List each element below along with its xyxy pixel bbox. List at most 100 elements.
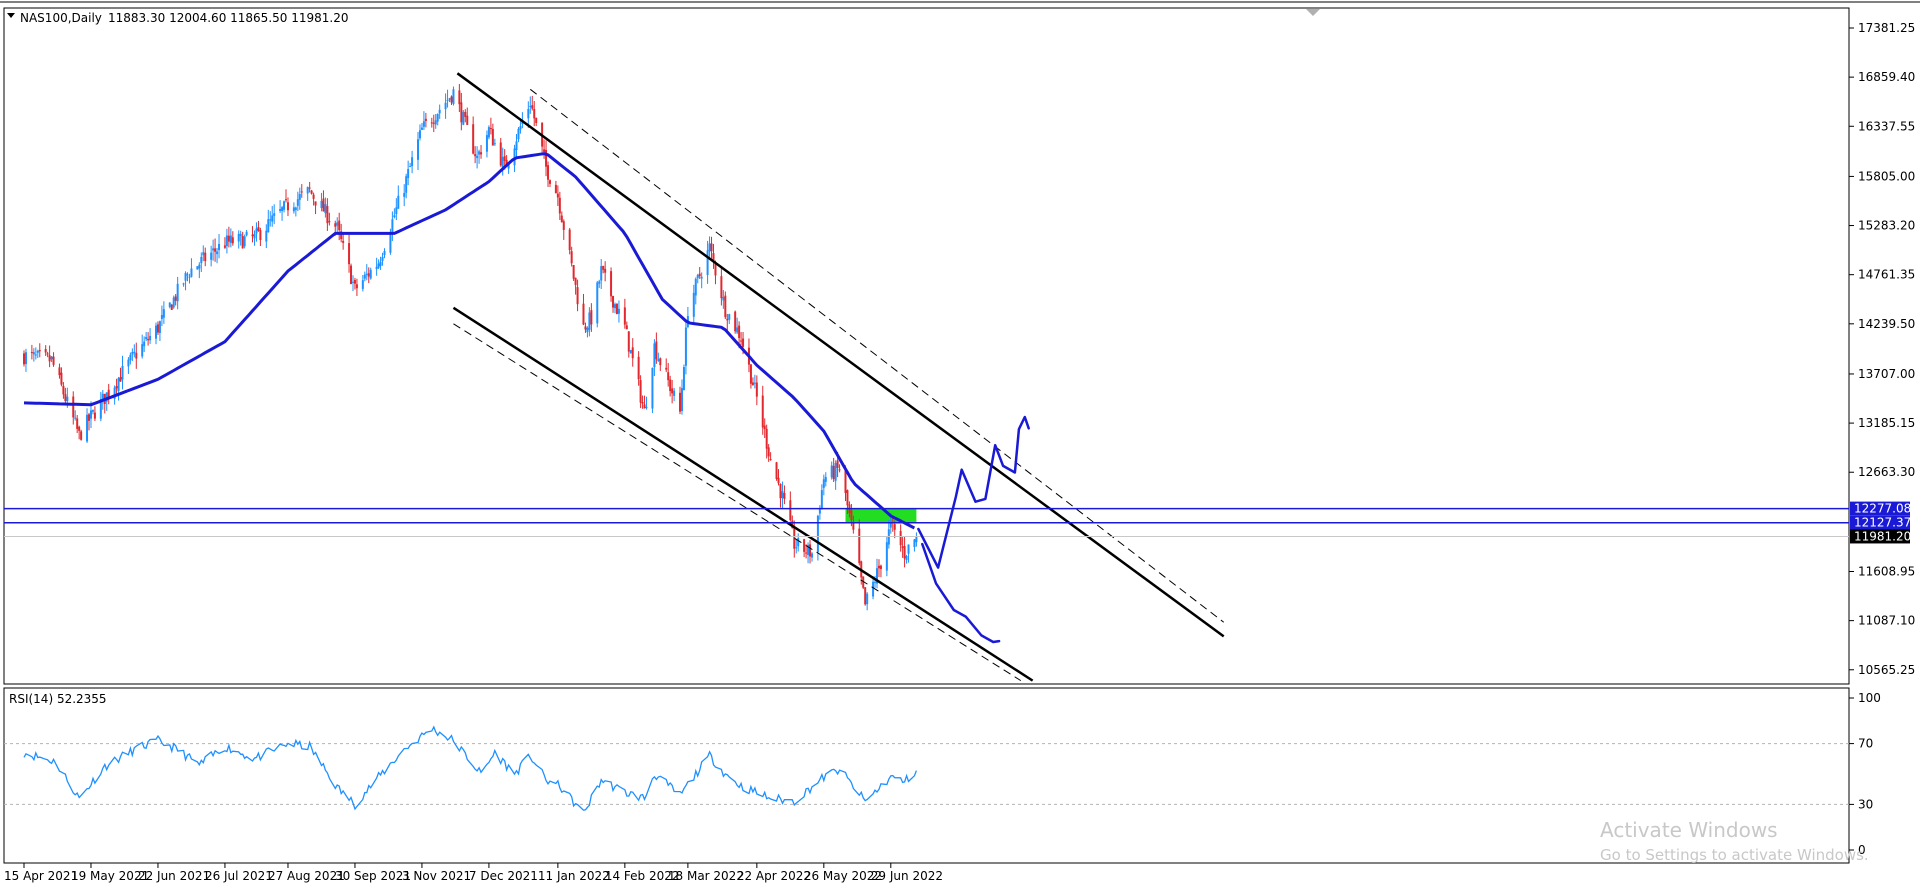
candle-body [107, 389, 110, 398]
candle-body [363, 274, 366, 279]
candle-body [286, 202, 289, 211]
candle-body [200, 256, 203, 264]
candle-body [679, 392, 682, 412]
time-tick-label: 11 Jan 2022 [538, 869, 610, 883]
projection-up-path[interactable] [917, 415, 1030, 569]
candle-body [196, 266, 199, 270]
candle-body [793, 528, 796, 549]
candle-body [864, 587, 867, 605]
price-tick-label: 10565.25 [1858, 663, 1915, 677]
candle-body [66, 396, 69, 402]
channel-solid-line [452, 306, 1034, 682]
candle-body [267, 219, 270, 233]
candle-body [60, 372, 63, 385]
projection-down-path[interactable] [921, 542, 1001, 644]
candle-body [547, 165, 550, 180]
candle-body [710, 243, 713, 252]
price-tick-label: 15283.20 [1858, 219, 1915, 233]
candle-body [834, 462, 837, 481]
candle-body [797, 538, 800, 547]
candle-body [844, 469, 847, 493]
candle-body [216, 251, 219, 255]
candle-body [830, 465, 833, 478]
price-tick-label: 16859.40 [1858, 70, 1915, 84]
candle-body [300, 191, 303, 193]
candle-body [281, 207, 284, 211]
candle-body [476, 155, 479, 159]
candle-body [543, 149, 546, 152]
candle-body [432, 122, 435, 124]
time-tick-label: 18 Mar 2022 [668, 869, 744, 883]
candle-body [795, 547, 798, 549]
candle-body [669, 379, 672, 392]
candle-body [158, 321, 161, 333]
candle-body [312, 194, 315, 199]
candle-body [556, 193, 559, 198]
candle-body [223, 245, 226, 248]
candle-body [680, 388, 683, 411]
candle-body [147, 338, 150, 341]
candle-body [156, 324, 159, 333]
price-tick-label: 16337.55 [1858, 119, 1915, 133]
candle-body [184, 272, 187, 281]
time-tick-label: 3 Nov 2021 [402, 869, 471, 883]
candle-body [23, 353, 25, 365]
candle-body [36, 350, 39, 353]
candle-body [637, 356, 640, 380]
candle-body [560, 215, 563, 223]
candle-body [850, 510, 853, 521]
candle-body [586, 327, 589, 333]
candle-body [596, 282, 599, 324]
candle-body [434, 120, 437, 125]
price-tick-label: 11608.95 [1858, 565, 1915, 579]
candle-body [62, 385, 65, 395]
candle-body [377, 263, 380, 268]
candle-body [174, 296, 177, 301]
candle-body [48, 355, 51, 362]
candle-body [570, 251, 573, 264]
candle-body [671, 388, 674, 394]
candle-body [712, 253, 715, 262]
candle-body [877, 565, 880, 569]
candle-body [765, 428, 768, 449]
candle-body [617, 308, 620, 314]
candle-body [751, 382, 754, 386]
candle-body [324, 204, 327, 214]
candle-body [505, 159, 508, 167]
candle-body [212, 248, 215, 251]
candle-body [44, 348, 47, 353]
candle-body [615, 303, 618, 315]
candle-body [720, 276, 723, 299]
candle-body [430, 122, 433, 124]
candle-body [225, 235, 228, 247]
price-tick-label: 12663.30 [1858, 465, 1915, 479]
candle-body [724, 295, 727, 318]
candle-body [101, 393, 104, 401]
candle-body [734, 311, 737, 332]
candle-body [34, 354, 37, 356]
ohlc-values: 11883.30 12004.60 11865.50 11981.20 [108, 11, 348, 25]
candle-body [251, 234, 254, 237]
candle-body [32, 352, 35, 355]
candle-body [121, 365, 124, 380]
channel-solid-line [456, 72, 1225, 638]
candle-body [489, 128, 492, 130]
shift-marker-icon[interactable] [1306, 9, 1320, 16]
candle-body [417, 139, 419, 160]
candle-body [612, 295, 615, 308]
candle-body [700, 276, 703, 279]
candle-body [874, 581, 877, 583]
candle-body [141, 344, 144, 357]
candle-body [809, 544, 812, 557]
candle-body [80, 431, 83, 440]
candle-body [30, 351, 33, 353]
candle-body [296, 199, 299, 206]
collapse-arrow-icon[interactable] [7, 13, 15, 18]
candle-body [706, 250, 709, 275]
candle-body [182, 283, 185, 285]
candle-body [405, 176, 408, 193]
candle-body [292, 207, 295, 212]
candle-body [590, 310, 593, 325]
candle-body [93, 412, 96, 419]
level-price-tag [1850, 515, 1910, 530]
